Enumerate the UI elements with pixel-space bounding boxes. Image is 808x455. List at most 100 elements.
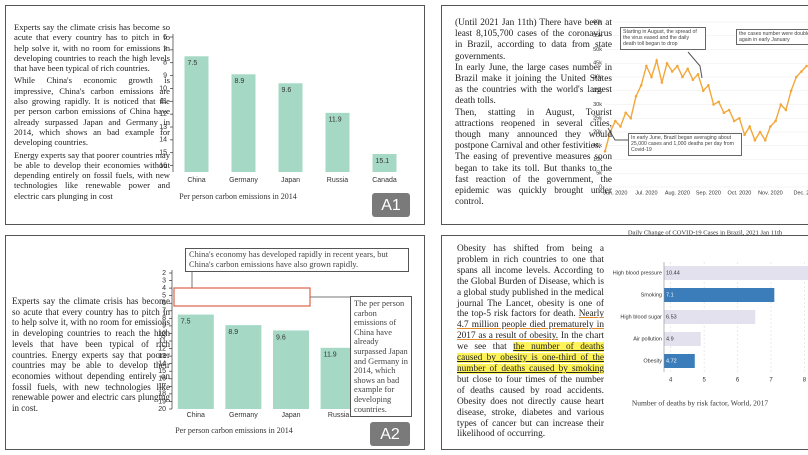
x-tick-label: Russia	[327, 177, 349, 184]
bar	[231, 74, 256, 172]
data-point	[665, 61, 669, 65]
data-point	[758, 130, 762, 134]
bar	[184, 56, 209, 172]
data-point	[784, 108, 788, 112]
y-tick-label: 11	[159, 338, 166, 345]
y-tick-label: 13	[158, 353, 166, 360]
data-point	[727, 108, 731, 112]
x-tick-label: 7	[769, 378, 773, 384]
paragraph: The easing of preventive measures soon b…	[455, 152, 612, 208]
y-tick-label: 15	[158, 368, 166, 375]
data-point	[743, 133, 746, 137]
y-tick-label: 7	[162, 308, 166, 315]
y-tick-label: 2	[162, 270, 166, 277]
body-text: Experts say the climate crisis has becom…	[12, 296, 170, 416]
value-label: 7.5	[181, 318, 191, 325]
data-point	[763, 138, 767, 142]
data-point	[629, 116, 633, 120]
data-point	[722, 111, 726, 115]
paragraph: Experts say the climate crisis has becom…	[12, 296, 170, 414]
badge: A2	[380, 426, 400, 443]
y-tick-label: 10	[158, 330, 166, 337]
y-tick-label: 16	[159, 162, 167, 169]
x-tick-label: China	[187, 412, 205, 419]
underlined-text: Nearly 4.7 million people died premature…	[457, 309, 604, 342]
bar	[278, 83, 303, 172]
data-point	[691, 78, 695, 82]
data-point	[619, 125, 622, 128]
text-run: In the chart we see that	[457, 331, 605, 353]
x-tick-label: 8	[803, 378, 807, 384]
y-tick-label: 9	[163, 72, 167, 79]
badge-bg	[370, 422, 410, 446]
y-tick-label: 19	[158, 398, 166, 405]
y-tick-label: 5	[162, 293, 166, 300]
badge-bg	[372, 193, 410, 217]
category-label: High blood sugar	[620, 314, 662, 320]
value-label: 10.44	[666, 270, 680, 276]
value-label: 8.9	[235, 78, 245, 85]
body-text: Obesity has shifted from being a problem…	[457, 244, 604, 440]
badge: A1	[381, 197, 401, 214]
paragraph: Experts say the climate crisis has becom…	[14, 22, 170, 74]
y-tick-label: 20k	[593, 129, 602, 135]
paragraph: Then, statting in August, Tourist attrac…	[455, 107, 612, 152]
data-point	[805, 64, 808, 68]
x-tick-label: Oct. 2020	[727, 190, 751, 196]
y-tick-label: 18	[158, 391, 166, 398]
y-tick-label: 6	[163, 34, 167, 41]
y-tick-label: 17	[158, 383, 166, 390]
x-tick-label: Germany	[229, 177, 258, 184]
x-tick-label: Jul. 2020	[635, 190, 657, 196]
connector	[607, 127, 628, 141]
data-point	[794, 75, 798, 79]
y-tick-label: 7	[163, 47, 167, 54]
chart: 6 7 8 9 10 11 12 13 14 15 16 7.5 China 8.9 Germany 9.6 J…	[159, 34, 397, 201]
bar	[225, 325, 262, 409]
y-tick-label: 12	[159, 111, 167, 118]
chart-title: Daily Change of COVID-19 Cases in Brazil…	[628, 229, 783, 236]
y-tick-label: 45k	[593, 61, 602, 67]
x-tick-label: Japan	[281, 412, 300, 419]
y-tick-label: 6	[162, 300, 166, 307]
y-tick-label: 11	[160, 98, 167, 105]
data-point	[748, 125, 752, 128]
data-point	[696, 72, 700, 76]
bar	[664, 354, 695, 368]
value-label: 6.53	[666, 314, 677, 320]
value-label: 15.1	[376, 158, 390, 165]
y-tick-label: 60k	[593, 19, 602, 25]
y-tick-label: 9	[162, 323, 166, 330]
panel-frame	[441, 235, 808, 450]
category-label: High blood pressure	[613, 270, 662, 276]
value-label: 11.9	[329, 117, 342, 124]
panel-frame	[441, 5, 808, 225]
value-label: 11.9	[324, 352, 337, 359]
y-tick-label: 12	[158, 345, 166, 352]
category-label: Smoking	[641, 292, 662, 298]
category-label: Obesity	[643, 358, 662, 364]
category-label: Air pollution	[633, 336, 662, 342]
annotation: In early June, Brazil began averaging ab…	[628, 133, 742, 156]
chart: 0 5k 10k 15k 20k 25k 30k 35k 40k 45k 50k 55k 60k Jun.…	[593, 19, 808, 236]
data-point	[732, 119, 736, 123]
y-tick-label: 55k	[593, 33, 602, 39]
y-tick-label: 30k	[593, 102, 602, 108]
data-point	[779, 103, 783, 106]
bar	[325, 112, 350, 172]
data-point	[707, 83, 710, 87]
chart-title: Per person carbon emissions in 2014	[175, 426, 293, 435]
bar	[177, 314, 214, 409]
data-point	[717, 100, 721, 104]
y-tick-label: 35k	[593, 88, 602, 94]
x-tick-label: 5	[702, 378, 706, 384]
x-tick-label: Aug. 2020	[665, 190, 690, 196]
data-point	[660, 81, 664, 84]
y-tick-label: 10	[159, 85, 167, 92]
annotation: Starting in August, the spread of the vi…	[620, 27, 706, 50]
y-tick-label: 4	[162, 285, 166, 292]
y-tick-label: 5k	[596, 171, 602, 177]
chart-title: Number of deaths by risk factor, World, …	[632, 399, 768, 408]
